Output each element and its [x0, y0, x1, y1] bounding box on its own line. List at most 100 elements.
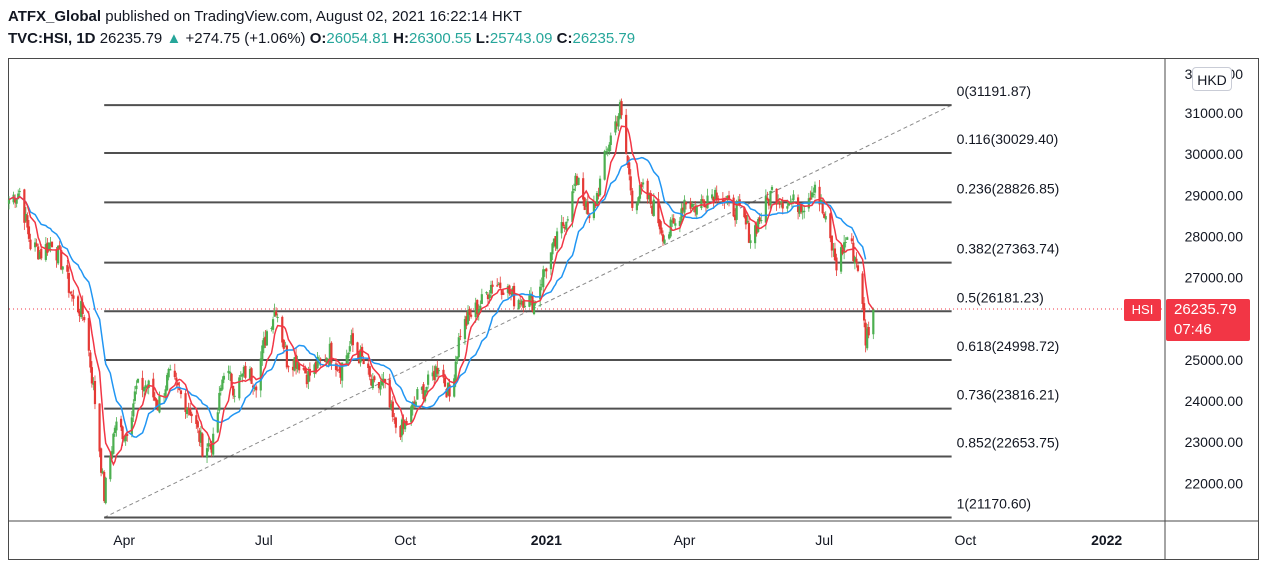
candle-body — [328, 343, 331, 366]
candle-body — [757, 219, 760, 232]
fib-level-label: 0(31191.87) — [957, 83, 1031, 99]
candle-body — [594, 204, 597, 206]
candle-body — [480, 294, 483, 304]
candle-body — [717, 198, 720, 200]
candle-body — [293, 357, 296, 371]
symbol-label: TVC:HSI, 1D — [8, 30, 96, 47]
candle-body — [221, 379, 224, 390]
candle-body — [251, 385, 255, 388]
candle-body — [626, 155, 629, 165]
candle-body — [747, 222, 751, 243]
candle-body — [334, 363, 338, 370]
candle-body — [380, 381, 384, 386]
candle-body — [485, 292, 488, 294]
candle-body — [219, 387, 222, 391]
candle-body — [167, 368, 170, 378]
candle-body — [373, 376, 376, 381]
candle-body — [555, 231, 559, 249]
candle-body — [586, 202, 589, 215]
chart-header: ATFX_Global published on TradingView.com… — [8, 6, 635, 50]
publisher-name[interactable]: ATFX_Global — [8, 8, 102, 25]
candle-body — [339, 367, 342, 378]
candle-body — [238, 377, 241, 399]
candle-body — [33, 242, 37, 248]
candle-body — [820, 199, 823, 203]
candle-body — [350, 335, 353, 344]
candle-body — [872, 309, 875, 335]
candle-body — [356, 342, 359, 355]
candle-body — [47, 242, 51, 251]
candle-body — [582, 178, 585, 200]
candle-body — [27, 226, 31, 239]
candle-body — [126, 434, 129, 436]
candle-body — [271, 319, 275, 330]
candle-body — [57, 245, 60, 264]
candle-body — [474, 302, 477, 318]
candle-body — [818, 186, 821, 205]
candle-body — [801, 210, 804, 213]
candle-body — [787, 201, 790, 206]
candle-body — [403, 423, 407, 430]
candle-body — [551, 243, 554, 255]
candle-body — [147, 380, 150, 389]
candle-body — [694, 207, 697, 213]
x-tick-label: Apr — [113, 532, 135, 548]
candle-body — [144, 385, 147, 389]
currency-button[interactable]: HKD — [1192, 67, 1232, 91]
candle-body — [391, 401, 394, 418]
candle-body — [382, 378, 385, 382]
candle-body — [69, 291, 72, 294]
candle-body — [81, 302, 84, 314]
candle-body — [156, 405, 160, 411]
candle-body — [262, 338, 265, 349]
candle-body — [337, 369, 341, 371]
candle-body — [813, 184, 817, 193]
candle-body — [248, 368, 252, 380]
candle-body — [532, 301, 536, 315]
candle-body — [76, 296, 80, 313]
candle-body — [142, 387, 146, 392]
candle-body — [250, 368, 253, 384]
candle-body — [671, 221, 674, 223]
price-badge-countdown: 07:46 — [1174, 321, 1212, 338]
ma-slow-line — [8, 156, 867, 438]
candle-body — [330, 342, 333, 363]
candle-body — [777, 201, 780, 204]
candle-body — [124, 434, 127, 442]
y-tick-label: 27000.00 — [1185, 270, 1244, 286]
candle-body — [307, 371, 310, 383]
candle-body — [542, 269, 545, 288]
candle-body — [209, 445, 212, 447]
candle-body — [135, 385, 138, 390]
candle-body — [244, 365, 247, 378]
candle-body — [543, 269, 546, 272]
candle-body — [649, 192, 652, 205]
candle-body — [359, 349, 362, 363]
candle-body — [714, 189, 717, 201]
y-tick-label: 29000.00 — [1185, 187, 1244, 203]
candle-body — [767, 199, 771, 206]
candle-body — [40, 248, 43, 259]
candle-body — [169, 369, 172, 371]
candle-body — [499, 282, 502, 289]
candle-body — [255, 386, 258, 391]
x-tick-label: Jul — [815, 532, 833, 548]
candle-body — [388, 379, 391, 408]
open-label: O: — [309, 30, 327, 47]
candle-body — [691, 204, 694, 207]
candle-body — [712, 196, 715, 204]
candle-body — [489, 284, 493, 294]
candle-body — [14, 197, 17, 203]
candle-body — [276, 317, 279, 319]
candle-body — [770, 186, 774, 190]
candle-body — [109, 456, 112, 480]
y-tick-label: 25000.00 — [1185, 352, 1244, 368]
candle-body — [496, 285, 499, 287]
candle-body — [132, 403, 135, 417]
fib-level-label: 0.618(24998.72) — [957, 338, 1060, 354]
candle-body — [809, 197, 812, 200]
fib-level-label: 0.852(22653.75) — [957, 434, 1060, 450]
candle-body — [457, 337, 460, 358]
candle-body — [434, 366, 437, 378]
